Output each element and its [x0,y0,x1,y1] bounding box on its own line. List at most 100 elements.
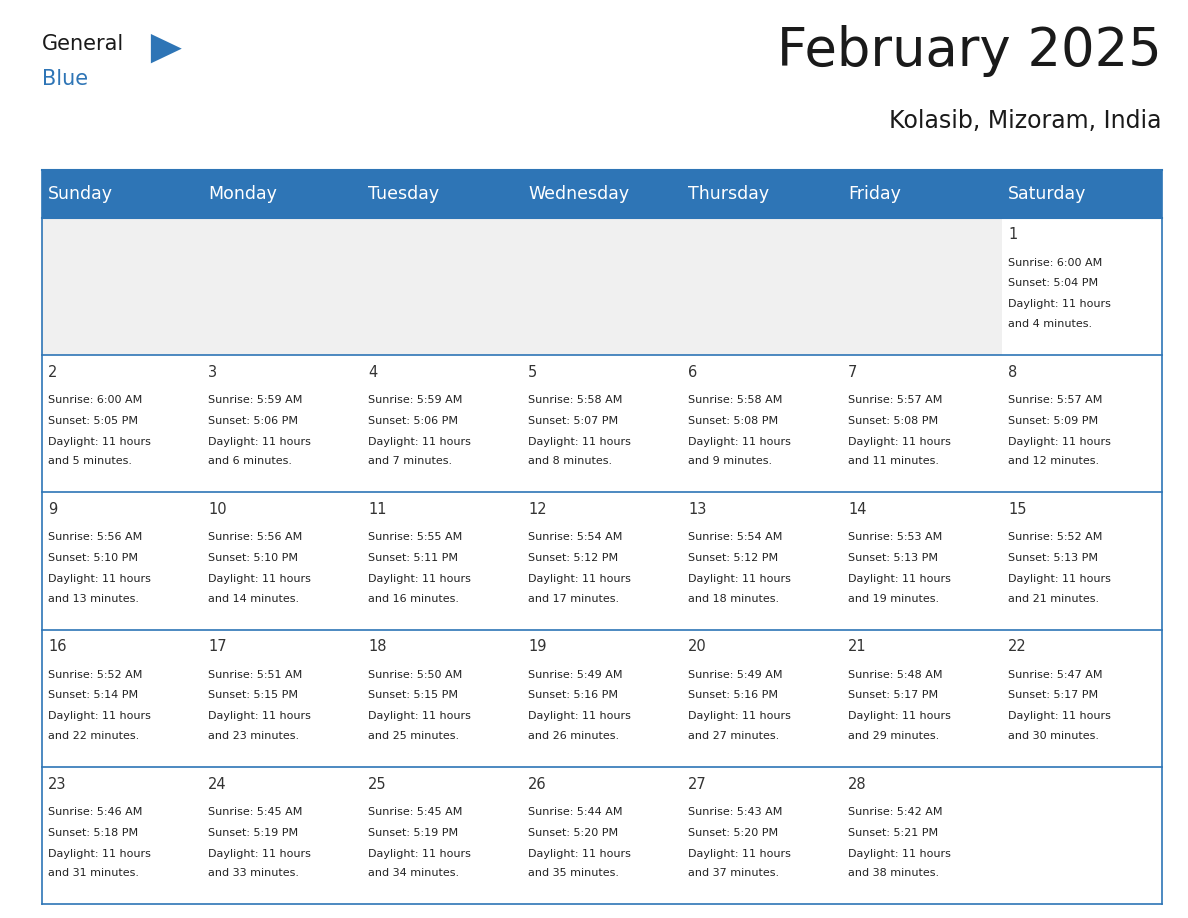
Bar [842,218,1001,355]
Bar [361,218,522,355]
Text: 20: 20 [688,639,707,655]
Text: 24: 24 [208,777,227,791]
Text: Daylight: 11 hours: Daylight: 11 hours [688,711,791,722]
Text: and 23 minutes.: and 23 minutes. [208,731,299,741]
Text: and 8 minutes.: and 8 minutes. [529,456,612,466]
Text: Sunset: 5:09 PM: Sunset: 5:09 PM [1009,416,1099,426]
Text: Sunrise: 5:56 AM: Sunrise: 5:56 AM [48,532,143,543]
Text: Sunrise: 5:42 AM: Sunrise: 5:42 AM [848,807,943,817]
Text: 21: 21 [848,639,867,655]
Polygon shape [151,34,182,63]
Text: Daylight: 11 hours: Daylight: 11 hours [1009,574,1111,584]
Text: Daylight: 11 hours: Daylight: 11 hours [208,711,311,722]
Text: Sunday: Sunday [48,185,113,203]
Text: and 5 minutes.: and 5 minutes. [48,456,132,466]
Text: Thursday: Thursday [688,185,770,203]
Text: Sunset: 5:20 PM: Sunset: 5:20 PM [688,828,778,838]
Text: Sunrise: 5:49 AM: Sunrise: 5:49 AM [529,670,623,679]
Text: and 6 minutes.: and 6 minutes. [208,456,292,466]
Text: Sunrise: 5:53 AM: Sunrise: 5:53 AM [848,532,942,543]
Text: 17: 17 [208,639,227,655]
Text: Daylight: 11 hours: Daylight: 11 hours [208,437,311,446]
Text: Sunrise: 5:56 AM: Sunrise: 5:56 AM [208,532,302,543]
Text: Sunrise: 5:46 AM: Sunrise: 5:46 AM [48,807,143,817]
Text: 10: 10 [208,502,227,517]
Text: Sunrise: 5:52 AM: Sunrise: 5:52 AM [1009,532,1102,543]
Text: and 25 minutes.: and 25 minutes. [368,731,460,741]
Text: Sunset: 5:10 PM: Sunset: 5:10 PM [48,554,138,563]
Text: 22: 22 [1009,639,1026,655]
Text: 13: 13 [688,502,707,517]
Text: and 18 minutes.: and 18 minutes. [688,594,779,604]
Text: Sunrise: 6:00 AM: Sunrise: 6:00 AM [1009,258,1102,268]
Text: Sunrise: 5:58 AM: Sunrise: 5:58 AM [529,395,623,405]
Text: 25: 25 [368,777,386,791]
Text: Wednesday: Wednesday [529,185,630,203]
Text: and 14 minutes.: and 14 minutes. [208,594,299,604]
Text: and 31 minutes.: and 31 minutes. [48,868,139,879]
Text: and 38 minutes.: and 38 minutes. [848,868,940,879]
Text: and 12 minutes.: and 12 minutes. [1009,456,1099,466]
Text: Sunrise: 5:54 AM: Sunrise: 5:54 AM [688,532,783,543]
Text: Sunrise: 5:57 AM: Sunrise: 5:57 AM [848,395,942,405]
Text: Sunset: 5:04 PM: Sunset: 5:04 PM [1009,278,1099,288]
Text: 8: 8 [1009,364,1017,379]
Text: Sunset: 5:19 PM: Sunset: 5:19 PM [208,828,298,838]
Text: Sunset: 5:13 PM: Sunset: 5:13 PM [848,554,939,563]
Text: 12: 12 [529,502,546,517]
Text: 16: 16 [48,639,67,655]
Text: and 4 minutes.: and 4 minutes. [1009,319,1092,329]
Text: Daylight: 11 hours: Daylight: 11 hours [529,574,631,584]
Text: and 7 minutes.: and 7 minutes. [368,456,453,466]
Text: Sunset: 5:15 PM: Sunset: 5:15 PM [208,690,298,700]
Text: 9: 9 [48,502,57,517]
Text: and 19 minutes.: and 19 minutes. [848,594,940,604]
Text: Daylight: 11 hours: Daylight: 11 hours [368,711,470,722]
Text: 3: 3 [208,364,217,379]
Text: Saturday: Saturday [1009,185,1087,203]
Bar [202,218,361,355]
Text: Daylight: 11 hours: Daylight: 11 hours [1009,437,1111,446]
Text: Sunset: 5:15 PM: Sunset: 5:15 PM [368,690,459,700]
Text: Sunrise: 5:54 AM: Sunrise: 5:54 AM [529,532,623,543]
Text: Sunset: 5:12 PM: Sunset: 5:12 PM [529,554,618,563]
Text: and 35 minutes.: and 35 minutes. [529,868,619,879]
Text: 26: 26 [529,777,546,791]
Text: Daylight: 11 hours: Daylight: 11 hours [208,574,311,584]
Text: Sunset: 5:07 PM: Sunset: 5:07 PM [529,416,618,426]
Text: February 2025: February 2025 [777,25,1162,77]
Text: Sunrise: 5:48 AM: Sunrise: 5:48 AM [848,670,943,679]
Text: Daylight: 11 hours: Daylight: 11 hours [368,437,470,446]
Text: Daylight: 11 hours: Daylight: 11 hours [1009,711,1111,722]
Text: 6: 6 [688,364,697,379]
Text: Sunrise: 5:59 AM: Sunrise: 5:59 AM [208,395,303,405]
Text: 18: 18 [368,639,386,655]
Text: 2: 2 [48,364,57,379]
Text: and 33 minutes.: and 33 minutes. [208,868,299,879]
Text: Daylight: 11 hours: Daylight: 11 hours [1009,299,1111,309]
Text: Daylight: 11 hours: Daylight: 11 hours [529,848,631,858]
Text: 23: 23 [48,777,67,791]
Bar [42,170,1162,218]
Text: and 30 minutes.: and 30 minutes. [1009,731,1099,741]
Text: Daylight: 11 hours: Daylight: 11 hours [688,848,791,858]
Text: Sunrise: 5:55 AM: Sunrise: 5:55 AM [368,532,462,543]
Text: and 16 minutes.: and 16 minutes. [368,594,459,604]
Text: Daylight: 11 hours: Daylight: 11 hours [48,437,151,446]
Text: Sunset: 5:14 PM: Sunset: 5:14 PM [48,690,138,700]
Text: Sunset: 5:06 PM: Sunset: 5:06 PM [368,416,459,426]
Text: Sunset: 5:05 PM: Sunset: 5:05 PM [48,416,138,426]
Text: Sunrise: 5:45 AM: Sunrise: 5:45 AM [208,807,303,817]
Text: Sunset: 5:08 PM: Sunset: 5:08 PM [688,416,778,426]
Text: and 22 minutes.: and 22 minutes. [48,731,139,741]
Text: Monday: Monday [208,185,277,203]
Text: and 29 minutes.: and 29 minutes. [848,731,940,741]
Text: Daylight: 11 hours: Daylight: 11 hours [48,574,151,584]
Text: Daylight: 11 hours: Daylight: 11 hours [368,848,470,858]
Text: Sunset: 5:08 PM: Sunset: 5:08 PM [848,416,939,426]
Text: and 21 minutes.: and 21 minutes. [1009,594,1099,604]
Text: Daylight: 11 hours: Daylight: 11 hours [208,848,311,858]
Text: Sunset: 5:19 PM: Sunset: 5:19 PM [368,828,459,838]
Text: Sunset: 5:11 PM: Sunset: 5:11 PM [368,554,459,563]
Text: and 34 minutes.: and 34 minutes. [368,868,460,879]
